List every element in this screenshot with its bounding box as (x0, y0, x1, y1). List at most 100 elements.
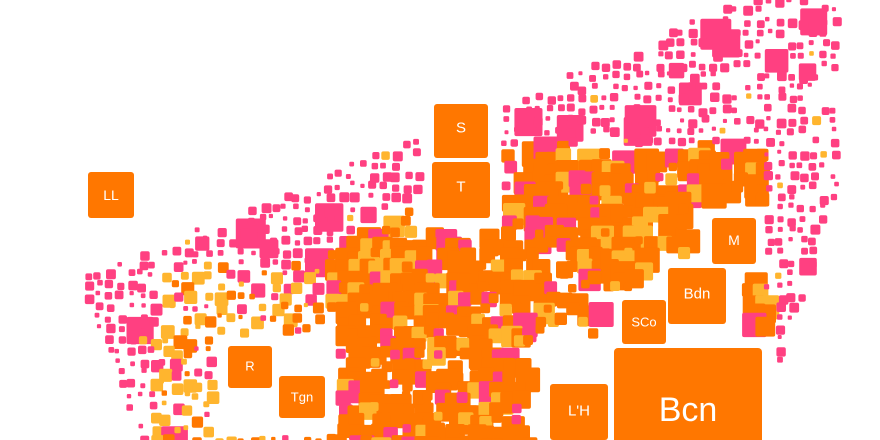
municipality-square[interactable] (733, 60, 741, 68)
municipality-square[interactable] (360, 183, 365, 188)
municipality-square[interactable] (753, 0, 763, 6)
municipality-square[interactable] (160, 325, 175, 339)
municipality-square[interactable] (400, 215, 411, 226)
municipality-square[interactable] (272, 204, 281, 213)
municipality-square[interactable] (114, 290, 124, 300)
municipality-square[interactable] (821, 19, 828, 26)
municipality-square[interactable] (326, 433, 337, 440)
municipality-square[interactable] (720, 63, 730, 73)
municipality-square[interactable] (114, 348, 120, 354)
municipality-square[interactable] (658, 40, 669, 51)
municipality-square[interactable] (105, 335, 114, 344)
municipality-square[interactable] (292, 248, 303, 259)
municipality-square[interactable] (511, 414, 521, 425)
municipality-square[interactable] (138, 345, 147, 355)
municipality-square[interactable] (755, 119, 765, 129)
municipality-square[interactable] (587, 270, 602, 285)
municipality-square[interactable] (413, 184, 423, 195)
municipality-square[interactable] (599, 185, 611, 197)
municipality-square[interactable] (823, 39, 831, 47)
municipality-square[interactable] (203, 401, 210, 408)
municipality-square[interactable] (405, 171, 413, 180)
municipality-square[interactable] (710, 70, 716, 77)
municipality-square[interactable] (381, 151, 390, 160)
municipality-square[interactable] (504, 130, 509, 135)
municipality-square[interactable] (832, 17, 842, 27)
municipality-square[interactable] (316, 192, 321, 197)
municipality-square[interactable] (777, 356, 783, 363)
municipality-square[interactable] (603, 74, 609, 80)
municipality-square[interactable] (192, 251, 199, 258)
municipality-square[interactable] (414, 347, 425, 358)
municipality-square[interactable] (809, 205, 816, 213)
municipality-square[interactable] (680, 118, 685, 123)
municipality-square[interactable] (515, 117, 520, 123)
municipality-square[interactable] (566, 103, 575, 112)
municipality-square[interactable] (217, 262, 229, 273)
municipality-square[interactable] (646, 151, 668, 173)
municipality-square[interactable] (554, 181, 564, 190)
municipality-square[interactable] (390, 349, 400, 360)
municipality-square[interactable] (688, 119, 698, 129)
municipality-square[interactable] (798, 20, 809, 31)
municipality-square[interactable] (744, 40, 754, 49)
municipality-square[interactable] (819, 29, 827, 37)
municipality-square[interactable] (778, 160, 785, 167)
municipality-square[interactable] (117, 282, 125, 290)
municipality-square[interactable] (636, 70, 644, 78)
municipality-square[interactable] (676, 29, 683, 36)
municipality-square[interactable] (216, 304, 228, 315)
municipality-square[interactable] (118, 315, 128, 324)
municipality-square[interactable] (251, 283, 266, 298)
municipality-square[interactable] (834, 181, 839, 187)
municipality-square[interactable] (820, 202, 826, 208)
municipality-square[interactable] (357, 325, 374, 341)
municipality-square[interactable] (808, 163, 817, 171)
municipality-square-solsona[interactable] (434, 104, 488, 158)
municipality-square[interactable] (610, 281, 620, 291)
municipality-square[interactable] (204, 411, 210, 417)
municipality-square[interactable] (284, 192, 293, 202)
municipality-square[interactable] (326, 280, 342, 296)
municipality-square[interactable] (382, 193, 391, 201)
municipality-square[interactable] (137, 268, 143, 275)
municipality-square[interactable] (511, 206, 523, 218)
municipality-square[interactable] (809, 246, 818, 255)
municipality-square[interactable] (832, 150, 841, 160)
municipality-square[interactable] (401, 390, 411, 400)
municipality-square[interactable] (140, 359, 150, 369)
municipality-square[interactable] (271, 436, 276, 440)
municipality-square[interactable] (195, 236, 210, 251)
municipality-square[interactable] (194, 313, 207, 326)
municipality-square[interactable] (414, 404, 425, 415)
municipality-square[interactable] (294, 304, 302, 313)
municipality-square[interactable] (644, 181, 656, 194)
municipality-square[interactable] (499, 293, 514, 307)
municipality-square[interactable] (522, 96, 530, 105)
municipality-square[interactable] (183, 339, 198, 353)
municipality-square[interactable] (819, 162, 825, 168)
municipality-square[interactable] (291, 194, 300, 203)
municipality-square[interactable] (206, 250, 213, 257)
municipality-square[interactable] (808, 40, 814, 46)
municipality-square[interactable] (721, 158, 733, 170)
municipality-square-barcelona[interactable] (614, 348, 762, 440)
municipality-square[interactable] (535, 229, 544, 239)
municipality-square[interactable] (754, 52, 761, 59)
municipality-square[interactable] (811, 74, 819, 81)
municipality-square[interactable] (304, 436, 312, 440)
municipality-square[interactable] (380, 412, 390, 422)
municipality-square[interactable] (282, 324, 295, 336)
municipality-square[interactable] (149, 317, 159, 327)
municipality-square[interactable] (666, 38, 675, 47)
municipality-square[interactable] (775, 272, 782, 279)
municipality-square-reus[interactable] (228, 346, 272, 388)
municipality-square[interactable] (458, 292, 472, 306)
municipality-square[interactable] (203, 426, 214, 438)
municipality-square[interactable] (481, 358, 491, 368)
municipality-square[interactable] (270, 272, 283, 285)
municipality-square[interactable] (251, 239, 260, 249)
municipality-square[interactable] (151, 435, 164, 440)
municipality-square-tarragona[interactable] (279, 376, 325, 418)
municipality-square[interactable] (756, 29, 764, 37)
